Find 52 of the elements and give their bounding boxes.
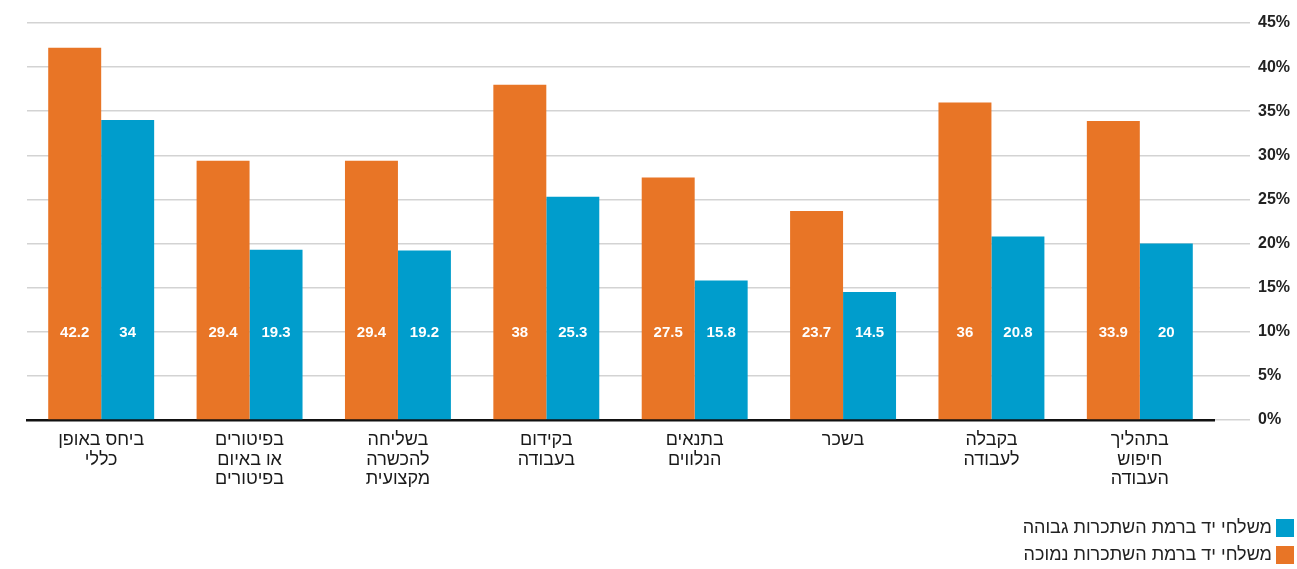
y-tick-label: 25% — [1258, 189, 1291, 207]
y-tick-label: 20% — [1258, 233, 1291, 251]
data-label: 20.8 — [1003, 322, 1033, 340]
data-label: 36 — [956, 322, 974, 340]
bar — [1139, 243, 1193, 420]
data-label: 33.9 — [1098, 322, 1128, 340]
x-tick-label: בשליחה להכשרה מקצועית — [365, 428, 431, 489]
data-label: 14.5 — [854, 322, 885, 340]
x-tick-label: בתהליך חיפוש העבודה — [1110, 428, 1170, 489]
data-label: 23.7 — [801, 322, 832, 340]
bar — [196, 160, 250, 420]
y-tick-label: 15% — [1258, 278, 1291, 296]
data-label: 15.8 — [706, 322, 736, 340]
legend-label: משלחי יד ברמת השתכרות נמוכה — [1023, 543, 1272, 564]
data-label: 20 — [1157, 322, 1175, 340]
x-tick-label: בקידום בעבודה — [517, 428, 576, 469]
bar — [546, 196, 600, 420]
y-tick-label: 5% — [1258, 366, 1282, 384]
data-label: 19.2 — [409, 322, 440, 340]
x-tick-label: ביחס באופן כללי — [58, 428, 145, 469]
x-tick-label: בתנאים הנלווים — [665, 428, 724, 469]
bar — [641, 177, 695, 420]
data-label: 38 — [511, 322, 529, 340]
data-label: 29.4 — [208, 322, 239, 340]
data-label: 34 — [119, 322, 137, 340]
data-label: 42.2 — [60, 322, 90, 340]
y-tick-label: 40% — [1258, 57, 1291, 75]
bar — [991, 236, 1045, 420]
legend-label: משלחי יד ברמת השתכרות גבוהה — [1022, 516, 1272, 537]
bar — [249, 249, 303, 420]
data-label: 25.3 — [558, 322, 588, 340]
data-label: 19.3 — [261, 322, 291, 340]
x-tick-label: בשכר — [821, 428, 865, 449]
y-tick-label: 35% — [1258, 101, 1291, 119]
bar — [790, 210, 844, 420]
y-tick-label: 0% — [1258, 410, 1282, 428]
data-label: 29.4 — [356, 322, 387, 340]
y-tick-label: 10% — [1258, 322, 1291, 340]
x-tick-label: בפיטורים או באיום בפיטורים — [215, 428, 285, 489]
bar — [694, 280, 748, 420]
x-tick-label: בקבלה לעבודה — [963, 428, 1020, 469]
bar — [397, 250, 451, 420]
y-tick-label: 45% — [1258, 13, 1291, 31]
bar — [101, 120, 155, 420]
data-label: 27.5 — [653, 322, 683, 340]
bar — [1086, 120, 1140, 420]
bar — [843, 292, 897, 420]
bar — [48, 47, 102, 420]
bar — [493, 84, 547, 420]
y-tick-label: 30% — [1258, 145, 1291, 163]
bar — [938, 102, 992, 420]
bar — [344, 160, 398, 420]
